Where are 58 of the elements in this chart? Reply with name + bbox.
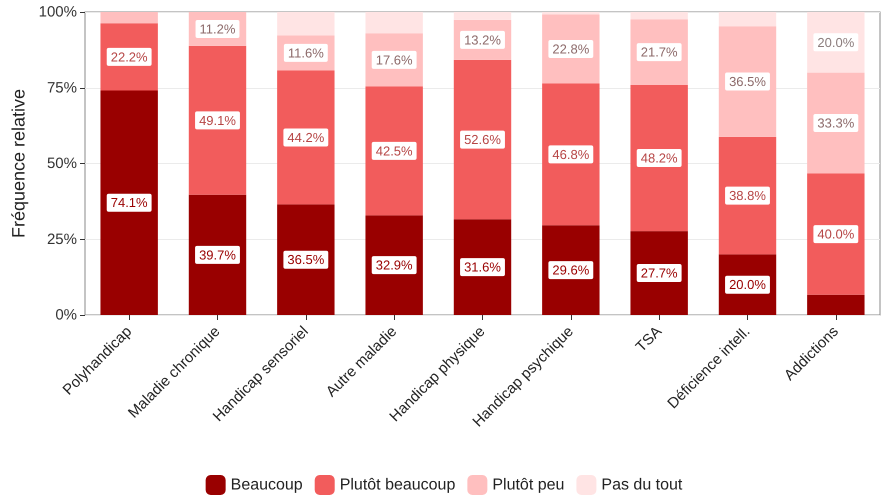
data-label: 74.1% [110, 195, 148, 210]
bar [188, 194, 246, 315]
data-label: 36.5% [287, 252, 325, 268]
data-label: 38.8% [729, 188, 766, 204]
data-label: 17.6% [376, 52, 414, 68]
bar [188, 46, 246, 195]
data-label: 40.0% [817, 226, 855, 242]
y-tick-label: 0% [55, 306, 77, 324]
data-label: 27.7% [640, 266, 678, 281]
data-label: 22.2% [110, 49, 148, 64]
bar [365, 12, 423, 34]
legend-label: Plutôt peu [492, 476, 564, 494]
bar [365, 86, 423, 216]
bar [542, 84, 600, 226]
bar [807, 174, 865, 295]
bar [277, 70, 335, 204]
data-label: 13.2% [464, 32, 502, 48]
bar [454, 12, 512, 20]
y-tick-label: 100% [38, 4, 77, 20]
data-label: 22.8% [552, 41, 590, 56]
legend-label: Beaucoup [230, 476, 303, 494]
legend-label: Pas du tout [601, 476, 683, 494]
data-label: 42.5% [376, 143, 414, 158]
data-label: 29.6% [552, 262, 590, 278]
data-label: 49.1% [199, 112, 236, 128]
y-axis-title: Fréquence relative [8, 88, 29, 238]
bar [718, 26, 776, 137]
bar [365, 215, 423, 315]
bar [630, 12, 688, 20]
bar [807, 294, 865, 315]
bar [277, 204, 335, 315]
bar [718, 136, 776, 254]
bar [454, 60, 512, 220]
data-label: 52.6% [464, 132, 502, 148]
data-label: 32.9% [376, 258, 414, 273]
data-label: 46.8% [552, 146, 590, 162]
bar [100, 12, 158, 24]
data-label: 48.2% [640, 150, 678, 166]
y-tick-label: 25% [46, 230, 77, 248]
bar [630, 85, 688, 232]
data-label: 20.0% [817, 34, 855, 50]
bar [100, 90, 158, 315]
data-label: 20.0% [729, 277, 766, 292]
x-tick-label: TSA [632, 322, 666, 356]
bar [718, 12, 776, 26]
data-label: 36.5% [729, 74, 766, 90]
y-tick-label: 50% [46, 155, 77, 172]
legend-label: Plutôt beaucoup [340, 476, 456, 494]
data-label: 11.6% [288, 45, 324, 60]
bar [277, 12, 335, 36]
data-label: 33.3% [817, 116, 855, 131]
data-label: 21.7% [640, 44, 678, 60]
bar [807, 72, 865, 174]
y-tick-label: 75% [46, 79, 77, 96]
data-label: 44.2% [287, 130, 325, 145]
data-label: 39.7% [199, 247, 236, 262]
data-label: 11.2% [200, 21, 236, 36]
data-label: 31.6% [464, 260, 502, 275]
